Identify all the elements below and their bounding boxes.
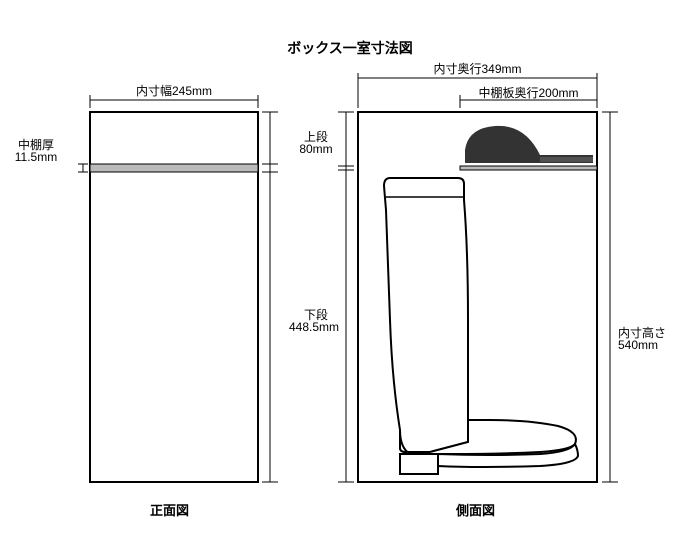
side-caption: 側面図 bbox=[456, 500, 495, 519]
height-label-2: 540mm bbox=[618, 338, 686, 352]
upper-section-label-2: 80mm bbox=[290, 142, 342, 156]
side-depth-label: 内寸奥行349mm bbox=[358, 60, 597, 77]
lower-section-label-2: 448.5mm bbox=[282, 320, 346, 334]
side-view bbox=[0, 0, 700, 550]
side-shelf-depth-label: 中棚板奥行200mm bbox=[460, 84, 597, 101]
